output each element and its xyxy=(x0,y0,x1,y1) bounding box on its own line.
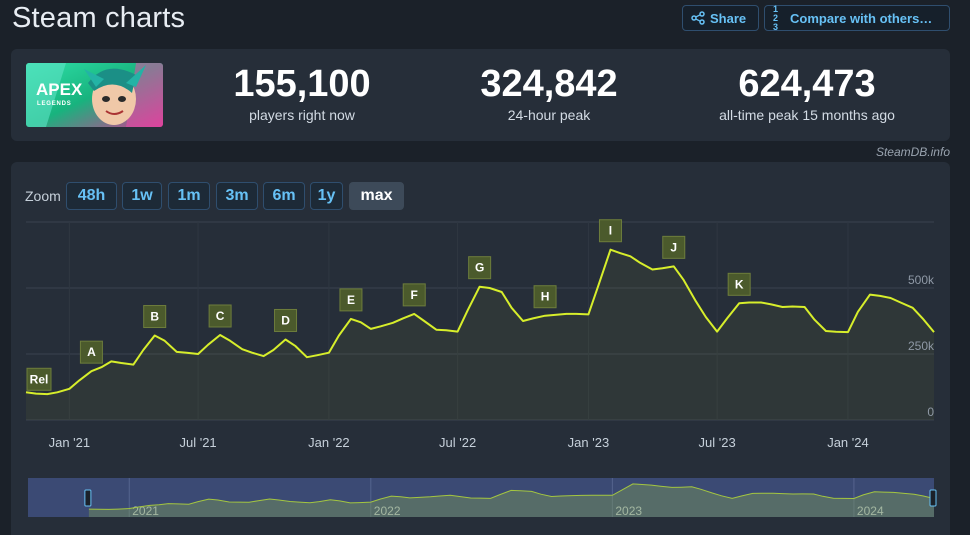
game-logo: APEX LEGENDS xyxy=(26,63,163,127)
chart-card: Zoom 48h 1w 1m 3m 6m 1y max xyxy=(11,162,950,535)
current-players-value: 155,100 xyxy=(233,63,371,105)
current-players-label: players right now xyxy=(249,107,355,123)
share-button[interactable]: Share xyxy=(682,5,759,31)
zoom-1m-button[interactable]: 1m xyxy=(168,182,210,210)
zoom-3m-button[interactable]: 3m xyxy=(216,182,258,210)
alltime-peak-label: all-time peak 15 months ago xyxy=(719,107,895,123)
zoom-label: Zoom xyxy=(25,188,61,204)
peak-24h-value: 324,842 xyxy=(480,63,618,105)
compare-button[interactable]: 1 2 3 Compare with others… xyxy=(764,3,950,32)
logo-text: APEX xyxy=(36,80,83,99)
zoom-48h-button[interactable]: 48h xyxy=(66,182,117,210)
stat-alltime-peak: 624,473 all-time peak 15 months ago xyxy=(687,63,927,123)
numbers-icon: 1 2 3 xyxy=(773,3,779,32)
page-title: Steam charts xyxy=(12,2,186,34)
stat-current: 155,100 players right now xyxy=(182,63,422,123)
zoom-6m-button[interactable]: 6m xyxy=(263,182,305,210)
source-credit: SteamDB.info xyxy=(875,145,950,159)
compare-label: Compare with others… xyxy=(790,10,933,26)
zoom-max-button[interactable]: max xyxy=(349,182,404,210)
alltime-peak-value: 624,473 xyxy=(738,63,876,105)
peak-24h-label: 24-hour peak xyxy=(507,107,591,123)
zoom-1w-button[interactable]: 1w xyxy=(122,182,162,210)
share-label: Share xyxy=(710,10,747,26)
logo-subtext: LEGENDS xyxy=(37,101,72,107)
share-icon xyxy=(691,11,705,25)
stats-card: APEX LEGENDS 155,100 players right now 3… xyxy=(11,49,950,141)
stat-24h-peak: 324,842 24-hour peak xyxy=(429,63,669,123)
zoom-1y-button[interactable]: 1y xyxy=(310,182,343,210)
